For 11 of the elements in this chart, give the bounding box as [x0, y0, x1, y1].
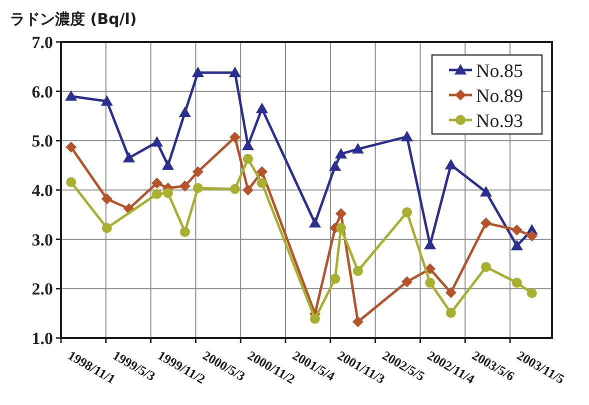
- legend-label: No.85: [476, 61, 523, 82]
- y-tick-label: 7.0: [32, 33, 53, 52]
- y-tick-label: 2.0: [32, 280, 53, 299]
- y-tick-label: 5.0: [32, 132, 53, 151]
- y-tick-label: 1.0: [32, 329, 53, 348]
- legend-label: No.93: [476, 111, 523, 132]
- y-axis-title: ラドン濃度 (Bq/l): [10, 10, 137, 28]
- y-tick-label: 6.0: [32, 82, 53, 102]
- legend-label: No.89: [476, 86, 523, 107]
- y-tick-label: 4.0: [32, 181, 53, 200]
- y-tick-label: 3.0: [32, 230, 53, 250]
